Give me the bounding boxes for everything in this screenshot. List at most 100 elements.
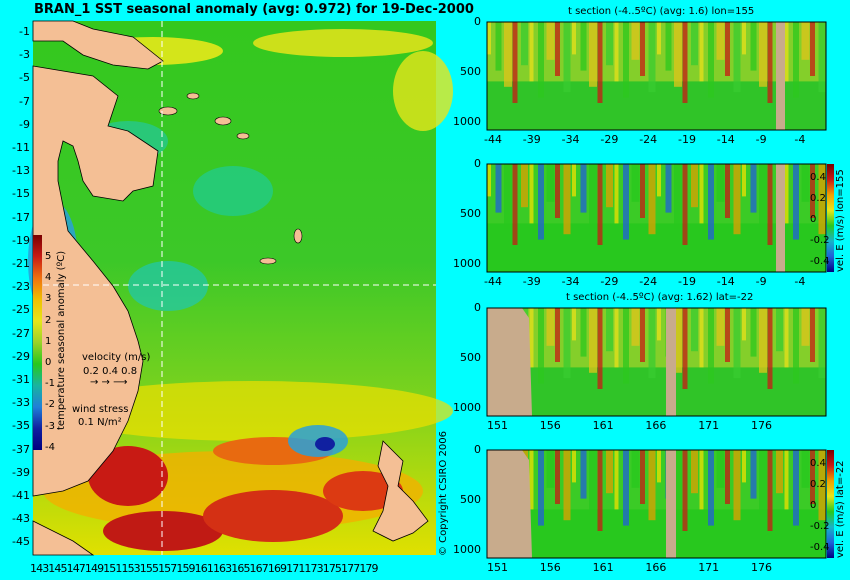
section-y-tick: 1000 bbox=[453, 401, 481, 414]
section-title: t section (-4..5ºC) (avg: 1.6) lon=155 bbox=[568, 6, 755, 17]
velocity-colorbar-tick: 0.2 bbox=[810, 479, 826, 490]
section-x-tick: 176 bbox=[751, 419, 772, 432]
velocity-colorbar-label: vel. E (m/s) lat=-22 bbox=[835, 460, 846, 558]
section-x-tick: -39 bbox=[522, 275, 541, 288]
map-lat-tick: -45 bbox=[12, 535, 30, 549]
velocity-legend-scale: 0.2 0.4 0.8 bbox=[83, 366, 138, 377]
map-title: BRAN_1 SST seasonal anomaly (avg: 0.972)… bbox=[34, 2, 474, 17]
velocity-colorbar-tick: -0.4 bbox=[810, 256, 830, 267]
velocity-colorbar-tick: 0 bbox=[810, 500, 817, 511]
temperature-section-plot bbox=[486, 307, 827, 417]
map-colorbar-tick: -4 bbox=[45, 441, 55, 453]
velocity-colorbar-tick: 0.4 bbox=[810, 172, 826, 183]
section-x-tick: -9 bbox=[755, 275, 767, 288]
section-y-tick: 1000 bbox=[453, 257, 481, 270]
map-lat-tick: -13 bbox=[12, 164, 30, 178]
section-x-tick: -14 bbox=[716, 275, 735, 288]
map-lat-tick: -25 bbox=[12, 303, 30, 317]
section-x-tick: 161 bbox=[592, 419, 614, 432]
new-zealand-landmass bbox=[372, 440, 429, 542]
wind-legend-scale: 0.1 N/m² bbox=[78, 417, 122, 428]
section-x-tick: -24 bbox=[639, 275, 658, 288]
map-colorbar-tick: -1 bbox=[45, 378, 55, 390]
map-lon-ticks: 1431451471491511531551571591611631651671… bbox=[30, 562, 379, 575]
velocity-colorbar-tick: -0.4 bbox=[810, 542, 830, 553]
map-colorbar-tick: 2 bbox=[45, 314, 52, 326]
map-lat-tick: -27 bbox=[12, 326, 30, 340]
velocity-section-plot bbox=[486, 163, 827, 273]
section-x-tick: -19 bbox=[678, 133, 696, 146]
map-lat-tick: -7 bbox=[19, 94, 30, 108]
sst-anomaly-map bbox=[28, 20, 453, 556]
map-lat-tick: -15 bbox=[12, 187, 30, 201]
map-lat-tick: -23 bbox=[12, 280, 30, 294]
map-colorbar-tick: 4 bbox=[45, 272, 52, 284]
section-x-tick: 156 bbox=[539, 419, 561, 432]
map-lat-tick: -43 bbox=[12, 512, 30, 526]
map-lat-tick: -39 bbox=[12, 465, 30, 479]
new-guinea-landmass bbox=[32, 20, 164, 70]
map-colorbar-tick: 5 bbox=[45, 251, 52, 262]
section-y-tick: 0 bbox=[474, 15, 481, 28]
copyright-text: © Copyright CSIRO 2006 bbox=[438, 431, 449, 556]
map-lat-tick: -29 bbox=[12, 349, 30, 363]
velocity-colorbar-tick: 0.2 bbox=[810, 193, 826, 204]
section-x-tick: 151 bbox=[487, 561, 508, 574]
map-lat-tick: -41 bbox=[12, 489, 30, 502]
velocity-colorbar-tick: 0 bbox=[810, 214, 817, 225]
velocity-legend-label: velocity (m/s) bbox=[82, 352, 151, 363]
map-lat-tick: -37 bbox=[12, 442, 30, 456]
map-lat-tick: -5 bbox=[19, 71, 30, 85]
velocity-colorbar-label: vel. E (m/s) lon=155 bbox=[835, 169, 846, 272]
section-x-tick: -4 bbox=[794, 133, 806, 146]
section-x-tick: 151 bbox=[487, 419, 508, 432]
map-colorbar-tick: -3 bbox=[45, 420, 55, 432]
velocity-arrows-icon: → → ⟶ bbox=[90, 377, 128, 388]
map-lat-tick: -31 bbox=[12, 373, 30, 386]
velocity-section-plot bbox=[486, 449, 827, 559]
section-x-tick: -39 bbox=[522, 133, 541, 146]
map-lat-tick: -17 bbox=[12, 210, 30, 224]
section-x-tick: -29 bbox=[600, 275, 619, 288]
temperature-section-plot bbox=[486, 21, 827, 131]
section-x-tick: -19 bbox=[678, 275, 696, 288]
section-x-tick: -29 bbox=[600, 133, 619, 146]
section-x-tick: -34 bbox=[561, 275, 580, 288]
section-y-tick: 500 bbox=[460, 65, 481, 78]
section-x-tick: -24 bbox=[639, 133, 658, 146]
velocity-colorbar bbox=[827, 164, 834, 272]
map-lat-tick: -3 bbox=[19, 48, 30, 62]
section-x-tick: 156 bbox=[539, 561, 561, 574]
small-islands bbox=[158, 92, 303, 265]
map-colorbar bbox=[33, 235, 42, 450]
map-lat-tick: -9 bbox=[19, 117, 30, 131]
section-y-tick: 500 bbox=[460, 207, 481, 220]
section-x-tick: -4 bbox=[794, 275, 806, 288]
map-colorbar-tick: 0 bbox=[45, 357, 52, 368]
map-lat-tick: -35 bbox=[12, 419, 30, 433]
section-y-tick: 1000 bbox=[453, 543, 481, 556]
section-x-tick: 166 bbox=[645, 419, 667, 432]
map-colorbar-tick: 1 bbox=[45, 335, 52, 347]
section-x-tick: 171 bbox=[698, 561, 720, 574]
section-x-tick: -9 bbox=[755, 133, 767, 146]
section-x-tick: 176 bbox=[751, 561, 772, 574]
map-lat-tick: -19 bbox=[12, 233, 30, 247]
section-x-tick: 166 bbox=[645, 561, 667, 574]
velocity-colorbar-tick: -0.2 bbox=[810, 235, 830, 246]
map-colorbar-tick: -2 bbox=[45, 399, 55, 411]
australia-landmass bbox=[32, 65, 159, 556]
section-y-tick: 1000 bbox=[453, 115, 481, 128]
map-lat-tick: -1 bbox=[19, 25, 30, 38]
map-colorbar-label: temperature seasonal anomaly (ºC) bbox=[56, 250, 67, 430]
map-lat-tick: -11 bbox=[12, 141, 30, 154]
section-y-tick: 500 bbox=[460, 351, 481, 364]
wind-legend-label: wind stress bbox=[72, 404, 129, 415]
section-x-tick: -14 bbox=[716, 133, 735, 146]
section-x-tick: 161 bbox=[592, 561, 614, 574]
map-colorbar-tick: 3 bbox=[45, 293, 52, 305]
section-x-tick: -34 bbox=[561, 133, 580, 146]
section-y-tick: 0 bbox=[474, 301, 481, 314]
velocity-colorbar-tick: -0.2 bbox=[810, 521, 830, 532]
section-x-tick: -44 bbox=[484, 275, 502, 288]
